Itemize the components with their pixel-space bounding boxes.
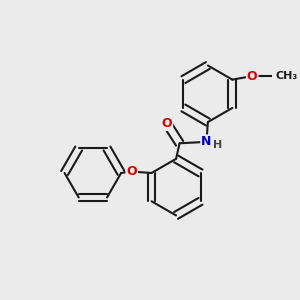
Text: O: O [161, 117, 172, 130]
Text: O: O [247, 70, 257, 83]
Text: N: N [201, 135, 212, 148]
Text: O: O [126, 165, 137, 178]
Text: CH₃: CH₃ [275, 71, 298, 81]
Text: H: H [213, 140, 222, 150]
